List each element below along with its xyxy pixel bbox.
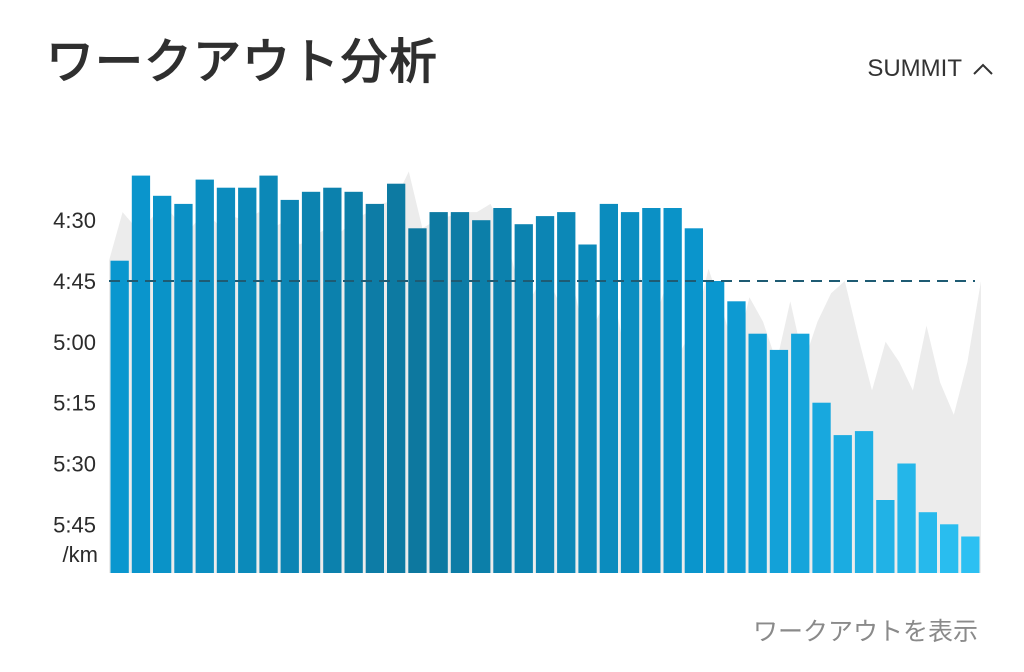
pace-bar bbox=[620, 212, 640, 573]
pace-bar bbox=[663, 208, 682, 573]
pace-bar bbox=[897, 463, 916, 573]
pace-bar bbox=[812, 402, 831, 573]
pace-bar bbox=[344, 191, 363, 574]
chevron-up-icon bbox=[973, 63, 993, 75]
pace-bar bbox=[472, 220, 491, 573]
pace-bar bbox=[578, 244, 597, 573]
view-workout-link[interactable]: ワークアウトを表示 bbox=[752, 617, 978, 646]
pace-bar bbox=[387, 183, 406, 573]
pace-bar bbox=[450, 212, 470, 573]
page-title: ワークアウト分析 bbox=[46, 34, 439, 90]
y-tick-label: 4:30 bbox=[53, 208, 96, 233]
y-tick-label: 5:30 bbox=[53, 452, 96, 477]
pace-bar bbox=[365, 203, 384, 573]
y-tick-label: 5:15 bbox=[53, 391, 96, 416]
pace-bar bbox=[323, 187, 342, 573]
pace-bar bbox=[238, 187, 257, 573]
pace-bar bbox=[557, 212, 576, 573]
pace-bar bbox=[748, 333, 767, 573]
pace-bar bbox=[408, 228, 427, 574]
pace-bar bbox=[642, 208, 661, 573]
pace-bar bbox=[854, 431, 874, 573]
pace-bar bbox=[791, 333, 810, 573]
pace-bar bbox=[961, 536, 980, 573]
pace-bar bbox=[727, 301, 746, 573]
pace-bar bbox=[706, 281, 725, 573]
pace-bar bbox=[493, 208, 512, 573]
pace-bar bbox=[429, 212, 448, 573]
pace-bar bbox=[301, 191, 321, 574]
pace-bar bbox=[153, 195, 172, 574]
pace-bar bbox=[769, 349, 789, 573]
pace-bar bbox=[259, 175, 278, 573]
pace-bar bbox=[110, 260, 129, 573]
pace-bar bbox=[195, 179, 214, 573]
y-tick-label: 4:45 bbox=[53, 269, 96, 294]
y-tick-label: 5:00 bbox=[53, 330, 96, 355]
y-tick-label: 5:45 bbox=[53, 512, 96, 537]
pace-bar bbox=[131, 175, 151, 573]
pace-bar bbox=[876, 500, 895, 573]
pace-bar bbox=[684, 228, 703, 574]
pace-bar bbox=[216, 187, 236, 573]
pace-bar bbox=[599, 203, 618, 573]
pace-bar bbox=[918, 512, 937, 573]
pace-bar bbox=[280, 199, 299, 573]
y-unit-label: /km bbox=[63, 542, 98, 567]
pace-bar bbox=[940, 524, 959, 573]
pace-bar bbox=[174, 203, 193, 573]
workout-selector[interactable]: SUMMIT bbox=[867, 55, 994, 83]
workout-selector-label: SUMMIT bbox=[867, 55, 962, 82]
pace-bar bbox=[535, 216, 555, 573]
pace-bar bbox=[833, 435, 852, 573]
pace-bar bbox=[514, 224, 533, 573]
